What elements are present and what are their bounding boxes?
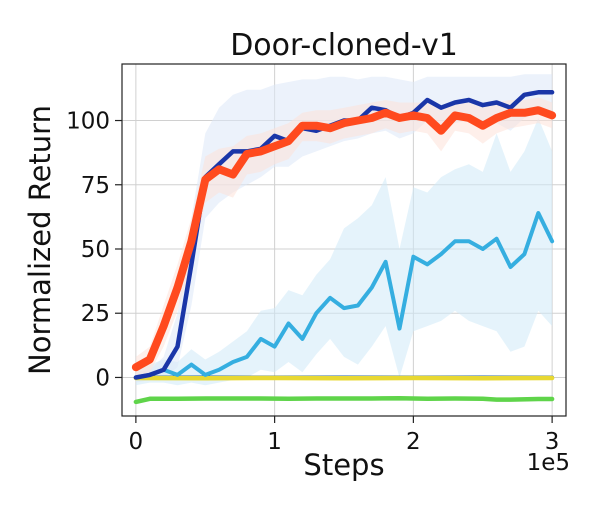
- y-tick-label: 0: [95, 365, 110, 391]
- x-tick-label: 2: [406, 429, 421, 455]
- chart-title: Door-cloned-v1: [230, 28, 458, 63]
- plot-area: 0 1 2 3 0 25 50 75 100: [66, 63, 567, 455]
- x-tick-label: 3: [545, 429, 560, 455]
- x-tick-label: 0: [129, 429, 144, 455]
- series-1-line: [133, 396, 555, 405]
- y-tick-label: 25: [81, 301, 110, 327]
- y-axis-label: Normalized Return: [23, 105, 57, 375]
- x-tick-label: 1: [267, 429, 282, 455]
- x-multiplier-label: 1e5: [527, 450, 570, 476]
- series-6-line: [131, 106, 557, 372]
- series-4-line: [133, 211, 555, 380]
- plot-frame: [121, 63, 567, 417]
- y-tick-label: 50: [81, 237, 110, 263]
- series-4-band: [135, 118, 553, 386]
- y-tick-label: 75: [81, 173, 110, 199]
- x-axis-label: Steps: [303, 448, 384, 482]
- y-tick-label: 100: [66, 109, 110, 135]
